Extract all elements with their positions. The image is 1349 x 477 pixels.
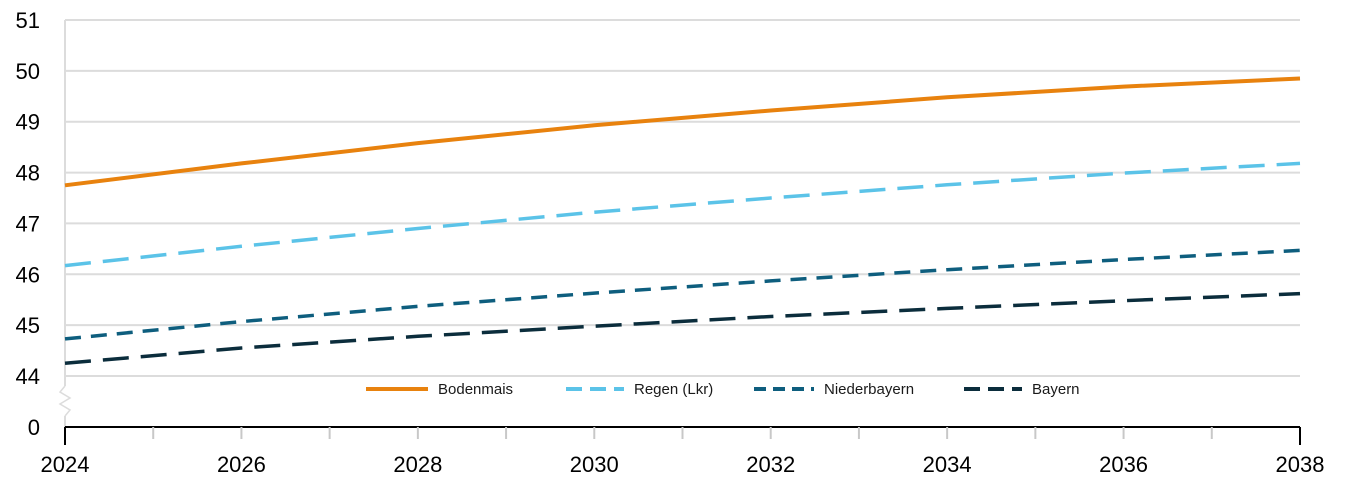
legend-label-0: Bodenmais	[438, 381, 513, 398]
legend-label-3: Bayern	[1032, 381, 1080, 398]
x-tick-label-2026: 2026	[217, 452, 266, 477]
x-tick-label-2036: 2036	[1099, 452, 1148, 477]
x-tick-label-2034: 2034	[923, 452, 972, 477]
axes: 0 44 45 46 47 48 49 50 51 2024 2026 2028 2030 2032 203…	[16, 8, 1325, 477]
y-tick-label-51: 51	[16, 8, 40, 33]
grid-lines	[65, 19, 1300, 377]
x-tick-label-2024: 2024	[41, 452, 90, 477]
series-line-regen-lkr	[64, 161, 1301, 268]
y-tick-label-0: 0	[28, 415, 40, 440]
series-line-bodenmais	[64, 76, 1301, 188]
axis-break-mark	[58, 385, 72, 417]
x-tick-label-2030: 2030	[570, 452, 619, 477]
y-tick-label-48: 48	[16, 161, 40, 186]
y-tick-label-44: 44	[16, 364, 40, 389]
x-tick-label-2028: 2028	[393, 452, 442, 477]
x-tick-label-2032: 2032	[746, 452, 795, 477]
y-tick-label-49: 49	[16, 110, 40, 135]
y-tick-label-46: 46	[16, 262, 40, 287]
legend: Bodenmais Regen (Lkr) Niederbayern Bayern	[366, 381, 1080, 398]
y-tick-label-47: 47	[16, 211, 40, 236]
series-line-bayern	[64, 291, 1301, 366]
series-lines	[64, 76, 1301, 366]
y-tick-label-45: 45	[16, 313, 40, 338]
legend-label-2: Niederbayern	[824, 381, 914, 398]
x-tick-label-2038: 2038	[1276, 452, 1325, 477]
y-tick-label-50: 50	[16, 59, 40, 84]
legend-label-1: Regen (Lkr)	[634, 381, 713, 398]
